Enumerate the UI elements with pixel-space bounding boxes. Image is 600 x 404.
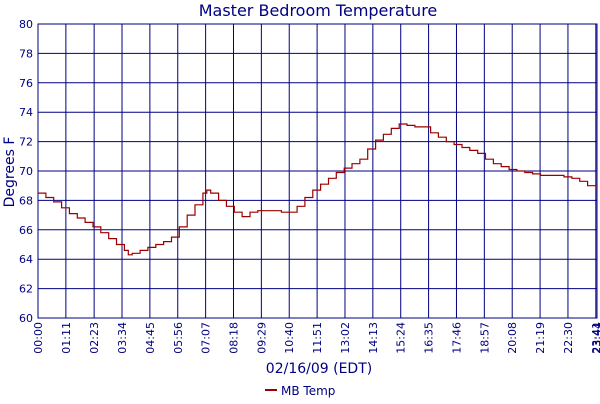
x-axis-label: 02/16/09 (EDT) <box>266 361 372 377</box>
y-tick-label: 78 <box>19 47 33 60</box>
x-tick-label: 18:57 <box>478 322 491 354</box>
x-tick-label: 17:46 <box>450 322 463 354</box>
series-line-mb-temp <box>38 123 598 256</box>
y-tick-label: 74 <box>19 106 33 119</box>
x-tick-label: 02:23 <box>88 322 101 354</box>
y-tick-label: 62 <box>19 283 33 296</box>
x-tick-label: 20:08 <box>506 322 519 354</box>
x-tick-label: 16:35 <box>423 322 436 354</box>
y-tick-label: 80 <box>19 18 33 31</box>
x-tick-label: 11:51 <box>311 322 324 354</box>
x-tick-label: 10:40 <box>283 322 296 354</box>
x-tick-label: 03:34 <box>116 322 129 354</box>
y-tick-labels: 60 62 64 66 68 70 72 74 76 78 80 <box>19 18 33 325</box>
x-tick-label: 04:45 <box>144 322 157 354</box>
y-tick-label: 66 <box>19 224 33 237</box>
x-tick-label: 22:30 <box>562 322 575 354</box>
x-tick-label: 01:11 <box>60 322 73 354</box>
legend-label: MB Temp <box>281 384 335 398</box>
x-tick-labels: 00:00 01:11 02:23 03:34 04:45 05:56 07:07 08:18… <box>32 322 600 354</box>
x-tick-label: 23:41 <box>590 322 600 354</box>
x-tick-label: 23:44 <box>591 322 600 354</box>
grid <box>37 23 598 319</box>
x-tick-label: 00:00 <box>32 322 45 354</box>
x-tick-label: 21:19 <box>534 322 547 354</box>
y-tick-label: 64 <box>19 253 33 266</box>
y-tick-label: 68 <box>19 194 33 207</box>
x-tick-label: 15:24 <box>395 322 408 354</box>
chart-title: Master Bedroom Temperature <box>199 1 438 20</box>
x-tick-label: 05:56 <box>172 322 185 354</box>
x-tick-label: 07:07 <box>200 322 213 354</box>
y-tick-label: 60 <box>19 312 33 325</box>
y-tick-label: 76 <box>19 77 33 90</box>
x-tick-label: 13:02 <box>339 322 352 354</box>
x-tick-label: 08:18 <box>227 322 240 354</box>
x-tick-label: 14:13 <box>367 322 380 354</box>
series-layer <box>38 123 598 256</box>
plot-frame <box>37 23 598 319</box>
legend: MB Temp <box>265 384 335 398</box>
y-tick-label: 72 <box>19 136 33 149</box>
y-axis-label: Degrees F <box>2 137 18 208</box>
x-tick-label: 09:29 <box>255 322 268 354</box>
y-tick-label: 70 <box>19 165 33 178</box>
